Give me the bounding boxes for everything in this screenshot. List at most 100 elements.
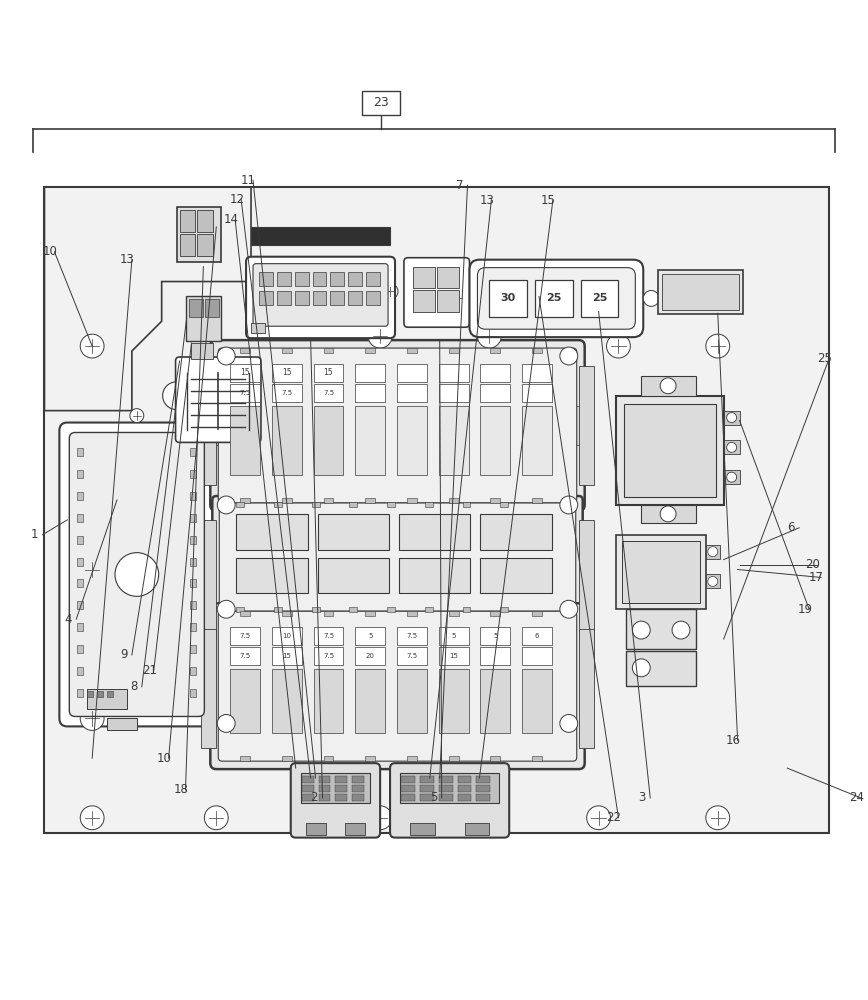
Circle shape bbox=[217, 347, 235, 365]
Bar bbox=[312, 272, 326, 286]
Text: 13: 13 bbox=[479, 194, 494, 207]
Bar bbox=[401, 785, 415, 792]
Bar bbox=[201, 629, 216, 748]
FancyBboxPatch shape bbox=[470, 260, 643, 337]
Bar bbox=[77, 689, 83, 697]
Bar bbox=[240, 756, 250, 761]
Text: 6: 6 bbox=[787, 521, 795, 534]
Bar bbox=[206, 299, 220, 317]
Bar bbox=[579, 366, 594, 485]
Bar bbox=[190, 623, 196, 631]
Bar bbox=[312, 607, 319, 612]
Bar bbox=[397, 406, 427, 475]
Bar bbox=[272, 669, 302, 733]
Text: 22: 22 bbox=[607, 811, 621, 824]
Text: 16: 16 bbox=[726, 734, 740, 747]
Text: 7.5: 7.5 bbox=[406, 653, 418, 659]
Bar bbox=[420, 785, 434, 792]
Bar bbox=[348, 291, 362, 305]
Bar bbox=[335, 776, 347, 783]
Circle shape bbox=[477, 806, 501, 830]
Bar bbox=[190, 689, 196, 697]
Text: 25: 25 bbox=[817, 352, 832, 365]
Bar bbox=[407, 348, 417, 353]
Text: 7.5: 7.5 bbox=[240, 653, 251, 659]
Bar bbox=[251, 227, 390, 245]
Bar bbox=[477, 776, 490, 783]
Bar bbox=[387, 607, 395, 612]
Text: 9: 9 bbox=[120, 648, 128, 661]
Bar bbox=[251, 323, 265, 333]
Bar bbox=[579, 520, 594, 639]
Circle shape bbox=[204, 806, 228, 830]
Bar bbox=[523, 406, 552, 475]
Bar bbox=[214, 406, 227, 445]
Bar bbox=[463, 607, 470, 612]
Bar bbox=[365, 756, 375, 761]
Bar bbox=[437, 290, 458, 312]
Bar bbox=[641, 505, 696, 523]
FancyBboxPatch shape bbox=[213, 496, 582, 618]
Bar bbox=[240, 348, 250, 353]
Circle shape bbox=[560, 714, 578, 732]
Bar bbox=[532, 498, 542, 503]
Text: 17: 17 bbox=[809, 571, 824, 584]
Bar bbox=[302, 785, 313, 792]
Bar bbox=[259, 272, 273, 286]
Bar bbox=[324, 611, 333, 616]
Text: 5: 5 bbox=[368, 633, 372, 639]
Bar bbox=[658, 270, 742, 314]
Text: 25: 25 bbox=[592, 293, 608, 303]
Text: 23: 23 bbox=[373, 96, 389, 109]
Text: 20: 20 bbox=[365, 653, 375, 659]
Bar bbox=[312, 502, 319, 507]
Bar bbox=[259, 291, 273, 305]
Circle shape bbox=[470, 284, 485, 299]
FancyBboxPatch shape bbox=[218, 611, 576, 761]
Bar bbox=[400, 773, 499, 803]
Text: 15: 15 bbox=[324, 368, 333, 377]
Bar bbox=[449, 611, 458, 616]
Bar bbox=[463, 502, 470, 507]
Bar bbox=[190, 579, 196, 587]
Bar bbox=[477, 785, 490, 792]
Bar bbox=[706, 545, 720, 559]
FancyBboxPatch shape bbox=[59, 423, 214, 726]
Bar bbox=[197, 234, 214, 256]
Circle shape bbox=[633, 659, 650, 677]
Bar bbox=[282, 498, 292, 503]
Bar bbox=[523, 647, 552, 665]
Text: 7.5: 7.5 bbox=[323, 390, 334, 396]
Bar bbox=[490, 348, 500, 353]
Bar bbox=[438, 406, 469, 475]
Bar bbox=[352, 776, 365, 783]
Bar bbox=[272, 627, 302, 645]
Bar bbox=[190, 514, 196, 522]
Bar bbox=[272, 647, 302, 665]
Text: 2: 2 bbox=[311, 791, 318, 804]
Bar bbox=[449, 756, 458, 761]
Bar bbox=[302, 776, 313, 783]
Circle shape bbox=[80, 558, 104, 581]
Circle shape bbox=[707, 576, 718, 586]
Text: 25: 25 bbox=[546, 293, 562, 303]
Text: 1: 1 bbox=[30, 528, 38, 541]
Circle shape bbox=[661, 506, 676, 522]
Bar bbox=[335, 794, 347, 801]
Bar bbox=[190, 470, 196, 478]
Bar bbox=[724, 440, 740, 454]
Bar bbox=[457, 794, 471, 801]
Bar bbox=[490, 756, 500, 761]
Bar bbox=[581, 280, 618, 317]
Circle shape bbox=[643, 290, 659, 306]
Bar bbox=[77, 470, 83, 478]
Bar bbox=[407, 611, 417, 616]
Circle shape bbox=[382, 284, 398, 299]
FancyBboxPatch shape bbox=[220, 503, 575, 611]
Bar bbox=[397, 364, 427, 382]
Bar bbox=[240, 498, 250, 503]
Bar bbox=[313, 406, 344, 475]
Circle shape bbox=[727, 413, 737, 423]
Circle shape bbox=[368, 324, 392, 348]
Bar bbox=[523, 364, 552, 382]
